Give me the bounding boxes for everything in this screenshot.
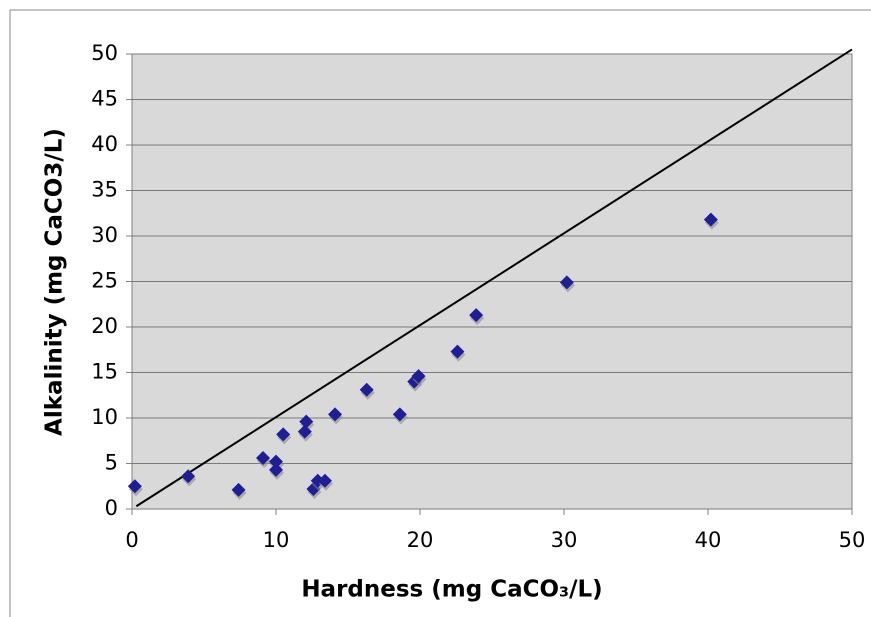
point	[269, 462, 283, 477]
y-tick-label: 25	[91, 269, 118, 293]
x-tick-label: 10	[263, 528, 290, 552]
x-tick-label: 20	[407, 528, 434, 552]
point	[559, 275, 574, 290]
point	[317, 473, 332, 488]
x-tick-label: 40	[695, 528, 722, 552]
point	[359, 382, 374, 397]
point	[127, 479, 142, 494]
point	[231, 482, 246, 497]
point	[297, 424, 312, 439]
reference-line	[135, 48, 853, 508]
y-tick-label: 15	[91, 360, 118, 384]
point	[450, 344, 465, 359]
point	[703, 212, 718, 227]
point	[469, 308, 484, 323]
point	[256, 451, 271, 466]
y-tick-label: 40	[91, 132, 118, 156]
y-tick-label: 20	[91, 314, 118, 338]
y-tick-label: 10	[91, 405, 118, 429]
y-tick-label: 35	[91, 178, 118, 202]
y-axis-label: Alkalinity (mg CaCO3/L)	[42, 128, 68, 436]
point	[276, 427, 291, 442]
x-tick-label: 0	[125, 528, 138, 552]
point	[328, 407, 343, 422]
y-tick-label: 0	[105, 496, 118, 520]
point	[392, 407, 407, 422]
point	[181, 469, 196, 484]
point	[299, 414, 314, 429]
x-axis-label: Hardness (mg CaCO₃/L)	[301, 577, 602, 603]
y-tick-label: 5	[105, 451, 118, 475]
y-tick-label: 45	[91, 87, 118, 111]
point	[411, 369, 426, 384]
point	[269, 454, 283, 469]
x-tick-label: 50	[839, 528, 866, 552]
y-tick-label: 50	[91, 41, 118, 65]
x-tick-label: 30	[551, 528, 578, 552]
y-tick-label: 30	[91, 223, 118, 247]
